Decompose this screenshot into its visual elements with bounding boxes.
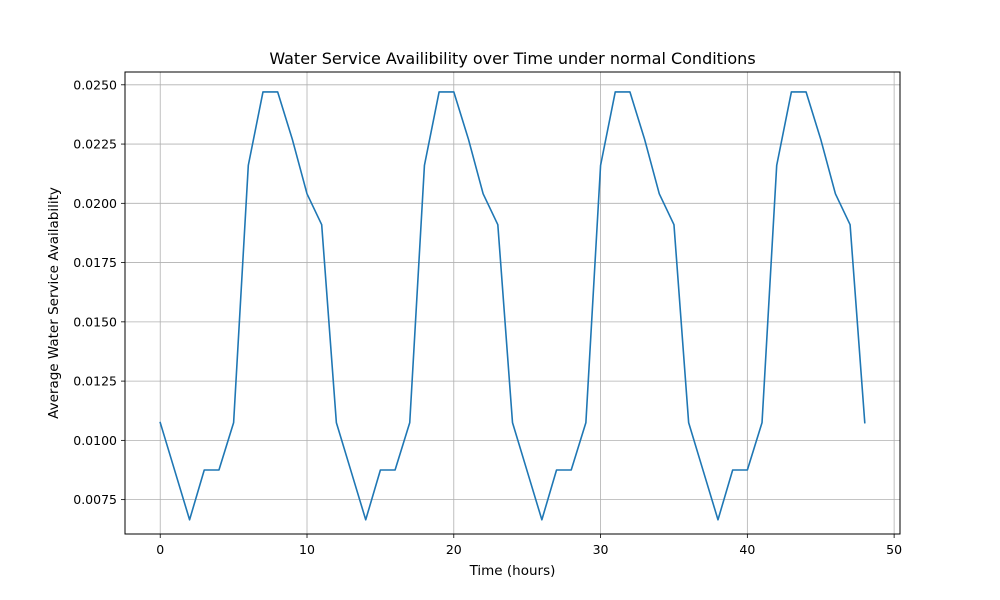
grid — [125, 72, 900, 534]
x-tick-label: 40 — [739, 542, 755, 557]
y-tick-label: 0.0125 — [73, 374, 117, 389]
plot-frame — [124, 71, 901, 535]
y-tick-label: 0.0200 — [73, 196, 117, 211]
y-tick-label: 0.0075 — [73, 492, 117, 507]
chart-title: Water Service Availibility over Time und… — [269, 49, 755, 68]
series-line — [159, 91, 866, 521]
y-axis-label: Average Water Service Availability — [46, 187, 62, 419]
x-tick-label: 0 — [156, 542, 164, 557]
y-tick-label: 0.0100 — [73, 433, 117, 448]
y-tick-label: 0.0225 — [73, 137, 117, 152]
series-layer — [159, 91, 866, 521]
x-tick-label: 50 — [886, 542, 902, 557]
ticks: 0 10 20 30 40 50 0.0075 0.0100 0.0125 0.0150 0.017… — [73, 77, 902, 557]
y-tick-label: 0.0150 — [73, 314, 117, 329]
y-tick-label: 0.0175 — [73, 255, 117, 270]
x-axis-label: Time (hours) — [469, 563, 556, 579]
y-tick-label: 0.0250 — [73, 77, 117, 92]
x-tick-label: 20 — [446, 542, 462, 557]
x-tick-label: 30 — [593, 542, 609, 557]
x-tick-label: 10 — [299, 542, 315, 557]
